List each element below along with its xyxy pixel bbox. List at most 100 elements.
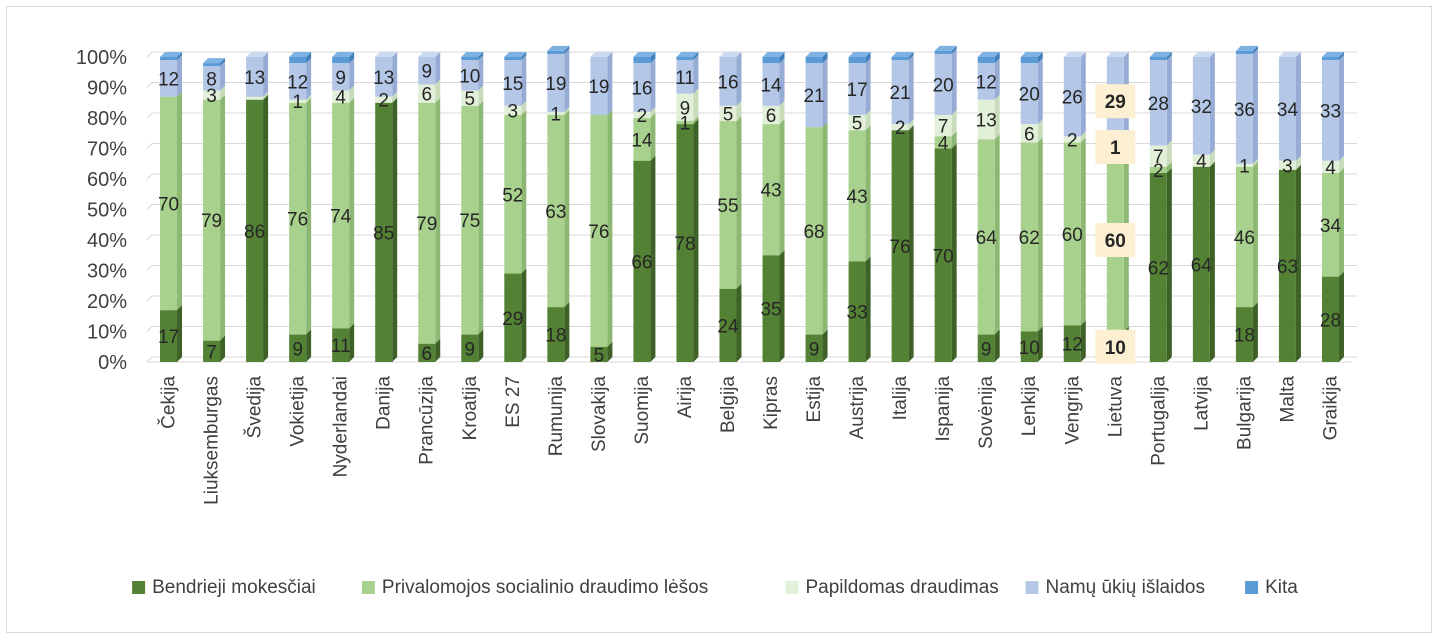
data-label: 12 <box>158 69 179 90</box>
bar-segment-side <box>908 119 914 131</box>
data-label: 68 <box>803 222 824 243</box>
bar-segment <box>461 57 479 61</box>
data-label: 60 <box>1062 225 1083 246</box>
data-label: 43 <box>847 187 868 208</box>
bar-segment-side <box>564 48 570 112</box>
bar-segment <box>203 99 221 341</box>
bar-segment-side <box>263 91 269 100</box>
data-label: 1 <box>680 114 691 135</box>
data-label-highlight-box <box>1095 223 1136 257</box>
bar-segment-side <box>908 52 914 61</box>
bar-segment <box>504 273 522 362</box>
bar-segment-side <box>263 52 269 97</box>
y-tick-label: 60% <box>87 169 127 191</box>
data-label: 16 <box>631 79 652 100</box>
data-label: 4 <box>1325 158 1336 179</box>
data-label: 62 <box>1148 258 1169 279</box>
data-label: 60 <box>1105 231 1126 252</box>
bar-segment-side <box>736 52 742 106</box>
bar-segment <box>848 57 866 64</box>
gridline-side <box>146 82 153 88</box>
data-label: 33 <box>847 303 868 324</box>
data-label: 5 <box>594 345 605 366</box>
x-tick-label: Italija <box>890 376 911 421</box>
bar-segment <box>1020 57 1038 64</box>
bar-segment <box>332 90 350 103</box>
gridlines <box>146 51 1357 363</box>
bar-segment-side <box>1080 137 1086 326</box>
data-label: 3 <box>206 86 217 107</box>
bar-segment <box>977 57 995 64</box>
bar-segment-side <box>822 52 828 64</box>
x-tick-label: Sovėnija <box>976 376 997 449</box>
data-label: 3 <box>508 101 519 122</box>
bar-segment-side <box>392 97 398 362</box>
legend-label: Kita <box>1265 577 1298 598</box>
bar-segment-side <box>1037 58 1043 125</box>
x-tick-label: Suomija <box>632 376 653 445</box>
x-tick-label: Lenkija <box>1019 376 1040 437</box>
bar-segment-side <box>1166 140 1172 167</box>
x-tick-label: Kroatija <box>460 376 481 441</box>
data-label: 15 <box>502 74 523 95</box>
legend-label: Namų ūkių išlaidos <box>1046 577 1205 598</box>
bar-segment-top <box>160 52 183 57</box>
data-label: 78 <box>674 234 695 255</box>
data-label: 18 <box>1234 326 1255 347</box>
bar-segment-side <box>1252 161 1258 308</box>
bar-segment <box>418 343 436 362</box>
x-tick-label: Danija <box>374 376 395 430</box>
bar-segment-side <box>306 52 312 64</box>
bar-segment <box>762 255 780 362</box>
bar-segment-side <box>1037 119 1043 143</box>
bar-segment-top <box>1192 52 1215 57</box>
bar-segment <box>805 127 823 335</box>
bar-segment-side <box>1037 52 1043 64</box>
bar-segment-top <box>633 52 656 57</box>
bar-segment-top <box>1278 52 1301 57</box>
data-label: 26 <box>1062 88 1083 109</box>
data-label: 12 <box>1062 335 1083 356</box>
bar-segment-side <box>521 55 527 106</box>
bar-segment <box>418 57 436 85</box>
bar-segment-side <box>693 88 699 122</box>
bar-segment-side <box>1037 326 1043 362</box>
bar-segment-top <box>461 52 484 57</box>
bar-segment <box>1149 145 1167 167</box>
bar-segment <box>977 139 995 335</box>
data-label: 35 <box>760 300 781 321</box>
bar-segment-side <box>951 45 957 54</box>
data-label: 6 <box>1024 124 1035 145</box>
x-tick-label: Prancūzija <box>417 376 438 465</box>
data-label: 13 <box>244 68 265 89</box>
bar-segment-side <box>1166 52 1172 61</box>
data-label: 28 <box>1320 310 1341 331</box>
data-label-highlight-box <box>1095 129 1136 164</box>
bar-segment-side <box>994 94 1000 140</box>
data-label: 21 <box>803 86 824 107</box>
bar-segment <box>246 99 264 362</box>
data-label: 4 <box>938 133 949 154</box>
bar-segment <box>1149 57 1167 61</box>
bar-segment-side <box>779 100 785 125</box>
bar-segment-top <box>203 58 226 64</box>
data-label: 29 <box>502 309 523 330</box>
gridline-side <box>146 265 153 271</box>
bar-segment-side <box>263 94 269 362</box>
data-label: 70 <box>933 246 954 267</box>
legend-swatch <box>1245 581 1259 594</box>
data-label: 1 <box>1110 138 1121 159</box>
y-tick-label: 30% <box>87 261 127 283</box>
x-tick-label: Ispanija <box>933 376 954 442</box>
bar-segment-side <box>392 91 398 103</box>
bar-segment-top <box>977 52 1000 57</box>
bar-segment-top <box>1063 52 1086 57</box>
bar-segment-side <box>1252 45 1258 54</box>
data-label: 17 <box>847 80 868 101</box>
legend-swatch <box>132 581 146 594</box>
data-label: 9 <box>335 68 346 89</box>
bar-segment <box>203 340 221 362</box>
bar-segment-side <box>994 329 1000 362</box>
bar-segment <box>1063 325 1081 362</box>
bar-segment <box>504 57 522 61</box>
